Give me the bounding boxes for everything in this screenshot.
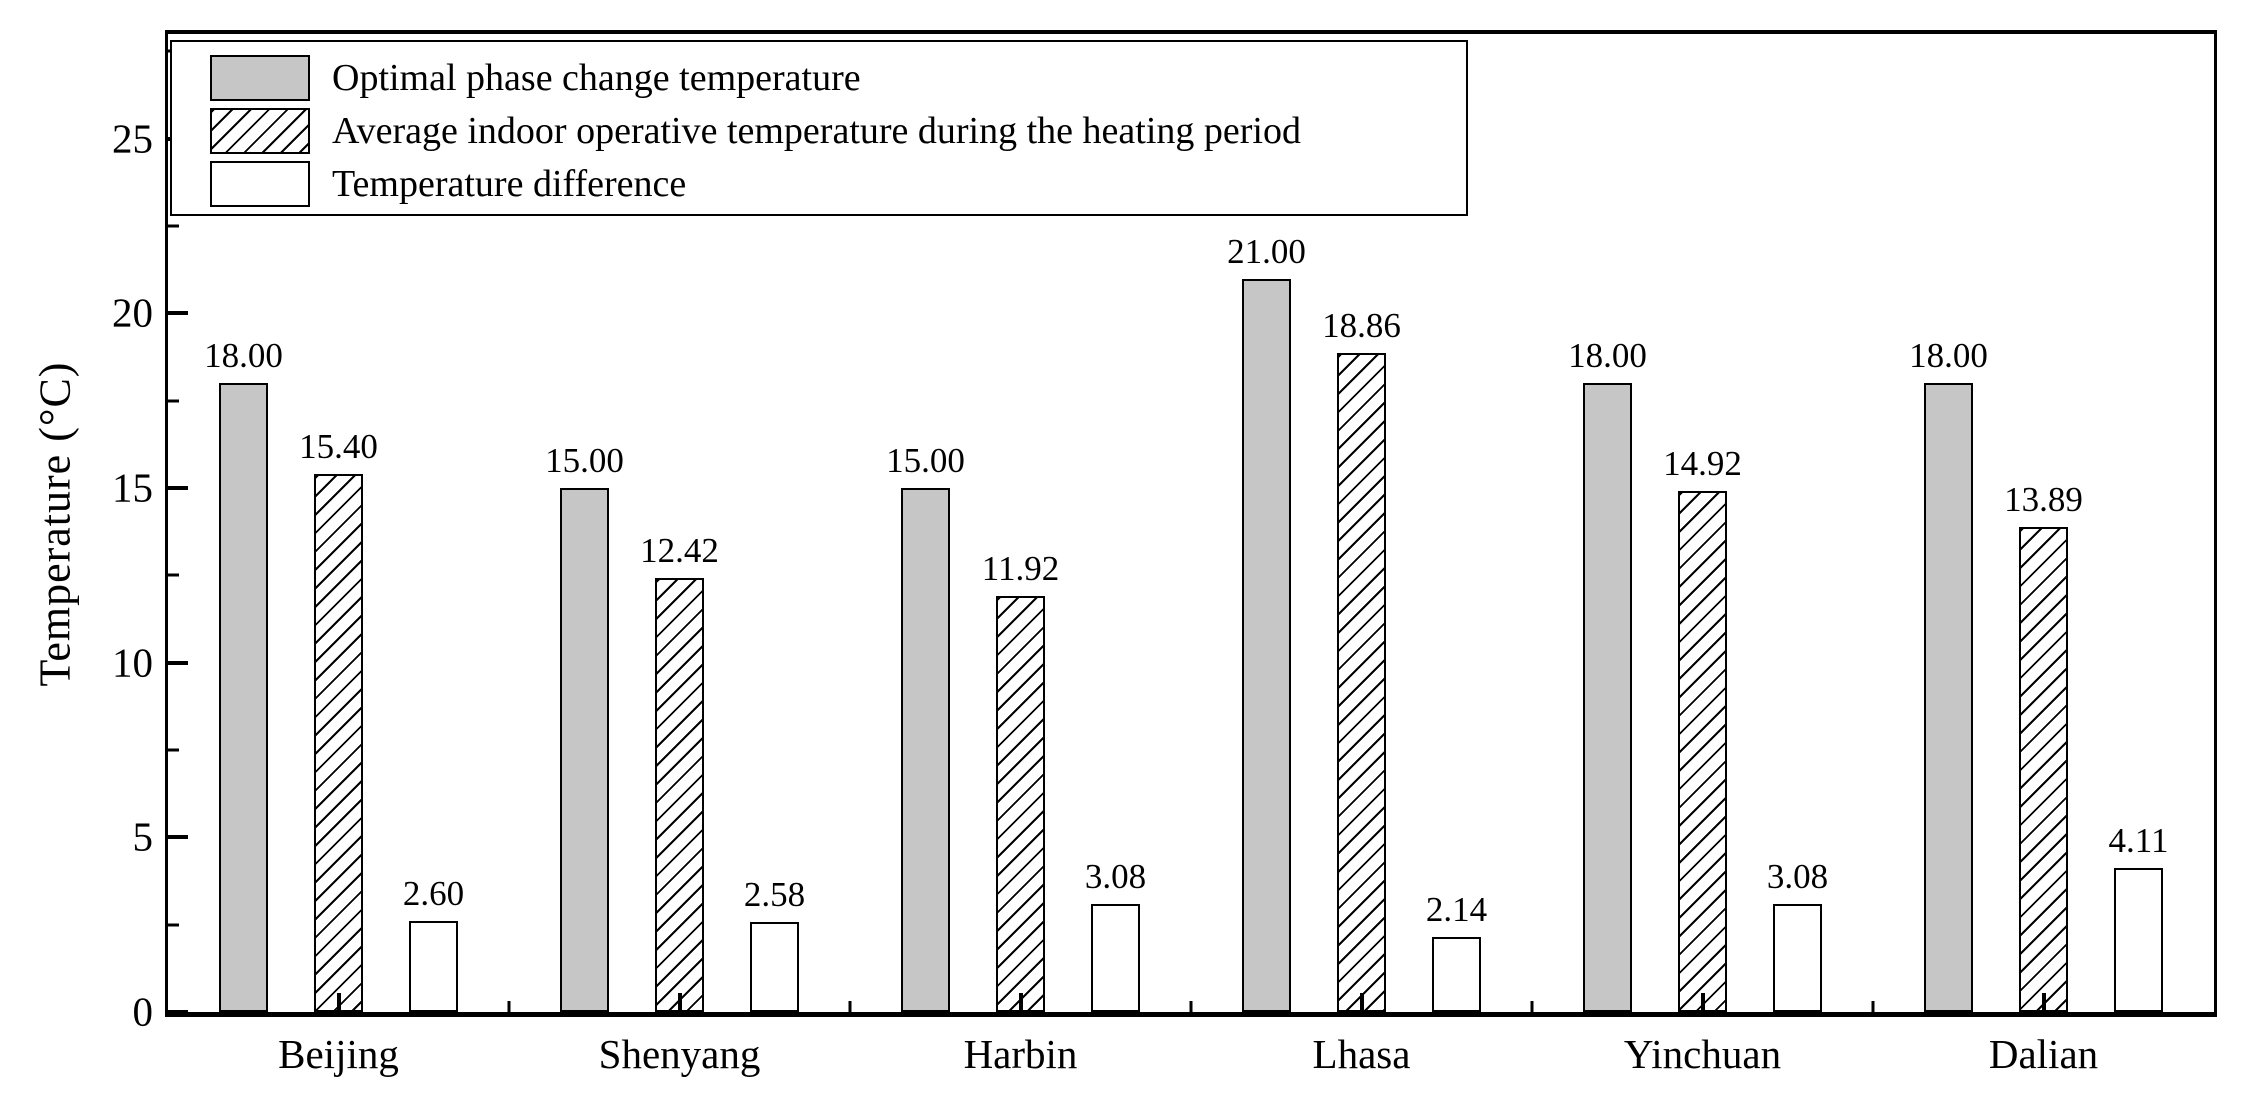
bar-value-label: 12.42: [640, 531, 719, 571]
bar-solid-gray-dalian: [1923, 383, 1973, 1012]
y-axis-tick-label: 0: [132, 988, 154, 1035]
x-axis-minor-tick: [507, 1001, 511, 1012]
bar-solid-white-yinchuan: [1773, 904, 1822, 1012]
bar-diagonal-hatch-lhasa: [1337, 353, 1386, 1012]
y-axis-minor-tick: [168, 224, 179, 228]
y-axis-minor-tick: [168, 399, 179, 403]
bar-diagonal-hatch-dalian: [2018, 526, 2068, 1012]
y-axis-tick-label: 20: [112, 289, 153, 336]
x-axis-major-tick: [336, 993, 341, 1012]
legend-label-difference: Temperature difference: [332, 162, 687, 205]
legend-item-average-indoor: Average indoor operative temperature dur…: [172, 104, 1466, 157]
y-axis-tick-label: 25: [112, 115, 153, 162]
x-axis-major-tick: [1700, 993, 1705, 1012]
x-axis-minor-tick: [1189, 1001, 1193, 1012]
x-axis-category-label: Yinchuan: [1623, 1031, 1782, 1077]
legend-swatch-white: [210, 160, 310, 207]
x-axis-category-label: Lhasa: [1312, 1031, 1411, 1077]
x-axis-major-tick: [2041, 993, 2046, 1012]
bar-value-label: 15.00: [886, 441, 965, 481]
bar-value-label: 18.00: [1909, 336, 1988, 376]
bar-value-label: 18.00: [204, 336, 283, 376]
y-axis-major-tick: [168, 660, 188, 665]
bar-value-label: 2.14: [1425, 890, 1488, 930]
x-axis-category-label: Dalian: [1988, 1031, 2099, 1077]
bar-value-label: 3.08: [1084, 857, 1147, 897]
legend-label-average-indoor: Average indoor operative temperature dur…: [332, 109, 1301, 152]
bar-diagonal-hatch-shenyang: [655, 578, 704, 1012]
bar-value-label: 18.86: [1322, 306, 1401, 346]
x-axis-major-tick: [1359, 993, 1364, 1012]
y-axis-minor-tick: [168, 923, 179, 927]
bar-solid-white-lhasa: [1432, 937, 1481, 1012]
bar-diagonal-hatch-yinchuan: [1678, 490, 1727, 1012]
bar-value-label: 2.60: [402, 874, 465, 914]
x-axis-category-label: Beijing: [278, 1031, 399, 1077]
bar-solid-gray-lhasa: [1242, 278, 1291, 1012]
bar-solid-gray-harbin: [901, 488, 950, 1012]
x-axis-category-label: Harbin: [963, 1031, 1078, 1077]
bar-solid-gray-yinchuan: [1583, 383, 1632, 1012]
bar-diagonal-hatch-harbin: [996, 595, 1045, 1012]
bar-value-label: 14.92: [1663, 443, 1742, 483]
y-axis-tick-label: 10: [112, 639, 153, 686]
bar-value-label: 21.00: [1227, 231, 1306, 271]
bar-solid-gray-beijing: [218, 383, 268, 1012]
y-axis-minor-tick: [168, 748, 179, 752]
legend-item-difference: Temperature difference: [172, 157, 1466, 210]
bar-solid-white-beijing: [408, 921, 458, 1012]
x-axis-minor-tick: [848, 1001, 852, 1012]
bar-value-label: 13.89: [2004, 479, 2083, 519]
x-axis-minor-tick: [1530, 1001, 1534, 1012]
y-axis-major-tick: [168, 835, 188, 840]
bar-solid-gray-shenyang: [560, 488, 609, 1012]
y-axis-major-tick: [168, 1010, 188, 1014]
y-axis-minor-tick: [168, 573, 179, 577]
y-axis-tick-label: 15: [112, 464, 153, 511]
bar-solid-white-shenyang: [750, 921, 799, 1012]
x-axis-major-tick: [677, 993, 682, 1012]
y-axis-title: Temperature (°C): [30, 361, 80, 687]
bar-value-label: 15.00: [545, 441, 624, 481]
bar-value-label: 15.40: [299, 427, 378, 467]
legend-swatch-gray: [210, 54, 310, 101]
legend: Optimal phase change temperature Average…: [170, 40, 1468, 216]
legend-swatch-hatch: [210, 107, 310, 154]
legend-label-optimal: Optimal phase change temperature: [332, 56, 861, 99]
x-axis-category-label: Shenyang: [598, 1031, 761, 1077]
bar-value-label: 18.00: [1568, 336, 1647, 376]
y-axis-major-tick: [168, 486, 188, 491]
y-axis-tick-label: 5: [132, 813, 154, 860]
y-axis-major-tick: [168, 311, 188, 316]
bar-diagonal-hatch-beijing: [313, 474, 363, 1012]
x-axis-major-tick: [1018, 993, 1023, 1012]
legend-item-optimal: Optimal phase change temperature: [172, 51, 1466, 104]
bar-value-label: 2.58: [743, 874, 806, 914]
bar-solid-white-dalian: [2113, 868, 2163, 1012]
bar-solid-white-harbin: [1091, 904, 1140, 1012]
plot-area: Optimal phase change temperature Average…: [112, 30, 2217, 1075]
bar-value-label: 3.08: [1766, 857, 1829, 897]
x-axis-minor-tick: [1871, 1001, 1875, 1012]
bar-value-label: 4.11: [2108, 821, 2169, 861]
bar-value-label: 11.92: [981, 548, 1060, 588]
